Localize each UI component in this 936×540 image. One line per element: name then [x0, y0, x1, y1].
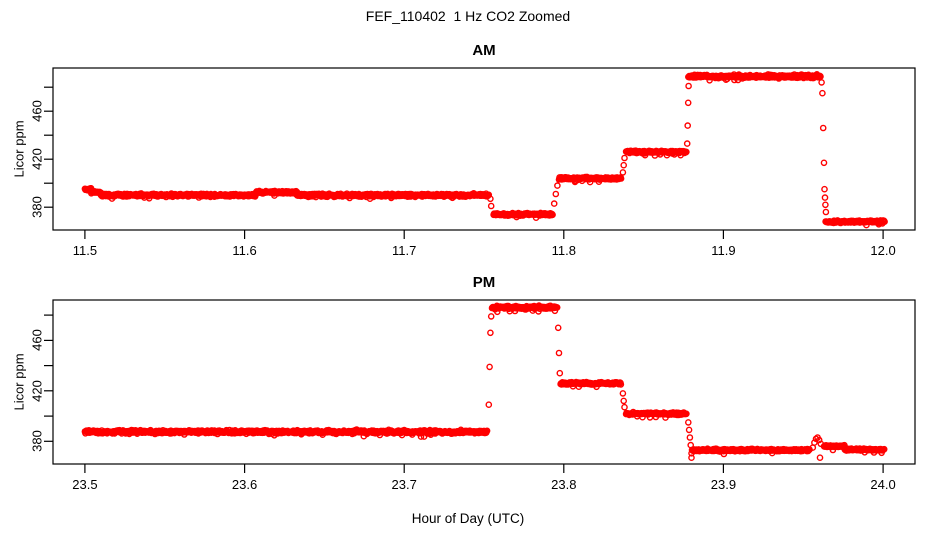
- pm-y-tick-label: 380: [29, 430, 45, 453]
- pm-x-tick-label: 23.7: [391, 477, 417, 492]
- pm-data-points: [81, 302, 888, 462]
- pm-x-tick-label: 23.9: [710, 477, 737, 492]
- am-y-tick-label: 380: [29, 196, 45, 219]
- am-panel-title: AM: [472, 42, 496, 59]
- pm-x-tick-label: 24.0: [870, 477, 896, 492]
- pm-x-tick-label: 23.8: [551, 477, 577, 492]
- pm-plot-box: [52, 299, 916, 465]
- am-y-tick-label: 420: [29, 148, 45, 171]
- am-x-tick-label: 12.0: [870, 243, 896, 258]
- pm-x-tick-label: 23.6: [231, 477, 258, 492]
- am-y-axis-label: Licor ppm: [11, 120, 27, 178]
- am-x-tick-label: 11.5: [72, 243, 98, 258]
- am-x-tick-label: 11.7: [392, 243, 417, 258]
- am-data-points: [81, 71, 888, 229]
- x-axis-label: Hour of Day (UTC): [411, 511, 525, 526]
- pm-panel-title: PM: [472, 274, 496, 291]
- pm-y-axis-label: Licor ppm: [11, 353, 27, 411]
- pm-x-tick-label: 23.5: [72, 477, 98, 492]
- am-x-tick-label: 11.6: [232, 243, 257, 258]
- figure-title: FEF_110402 1 Hz CO2 Zoomed: [365, 8, 571, 24]
- pm-y-tick-label: 420: [29, 379, 45, 402]
- am-x-tick-label: 11.9: [711, 243, 736, 258]
- am-x-tick-label: 11.8: [551, 243, 576, 258]
- pm-y-tick-label: 460: [29, 329, 45, 352]
- am-y-tick-label: 460: [29, 100, 45, 123]
- am-plot-box: [52, 67, 916, 231]
